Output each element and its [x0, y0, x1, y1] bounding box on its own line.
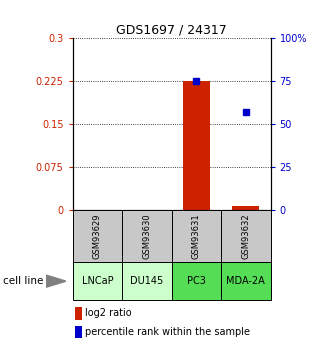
Bar [183, 81, 210, 210]
Text: GSM93629: GSM93629 [93, 214, 102, 259]
Bar [75, 307, 82, 319]
Text: DU145: DU145 [130, 276, 163, 286]
Bar [232, 206, 259, 210]
Bar [75, 326, 82, 338]
Text: log2 ratio: log2 ratio [85, 308, 132, 318]
Text: cell line: cell line [3, 276, 44, 286]
Bar [221, 210, 271, 262]
Text: GSM93632: GSM93632 [241, 214, 250, 259]
Bar [172, 210, 221, 262]
Text: PC3: PC3 [187, 276, 206, 286]
Polygon shape [46, 275, 66, 287]
Text: MDA-2A: MDA-2A [226, 276, 265, 286]
Bar [122, 210, 172, 262]
Bar [73, 210, 122, 262]
Text: percentile rank within the sample: percentile rank within the sample [85, 327, 250, 337]
Bar [172, 262, 221, 300]
Title: GDS1697 / 24317: GDS1697 / 24317 [116, 24, 227, 37]
Text: GSM93630: GSM93630 [142, 214, 151, 259]
Bar [73, 262, 122, 300]
Bar [221, 262, 271, 300]
Text: GSM93631: GSM93631 [192, 214, 201, 259]
Text: LNCaP: LNCaP [82, 276, 113, 286]
Bar [122, 262, 172, 300]
